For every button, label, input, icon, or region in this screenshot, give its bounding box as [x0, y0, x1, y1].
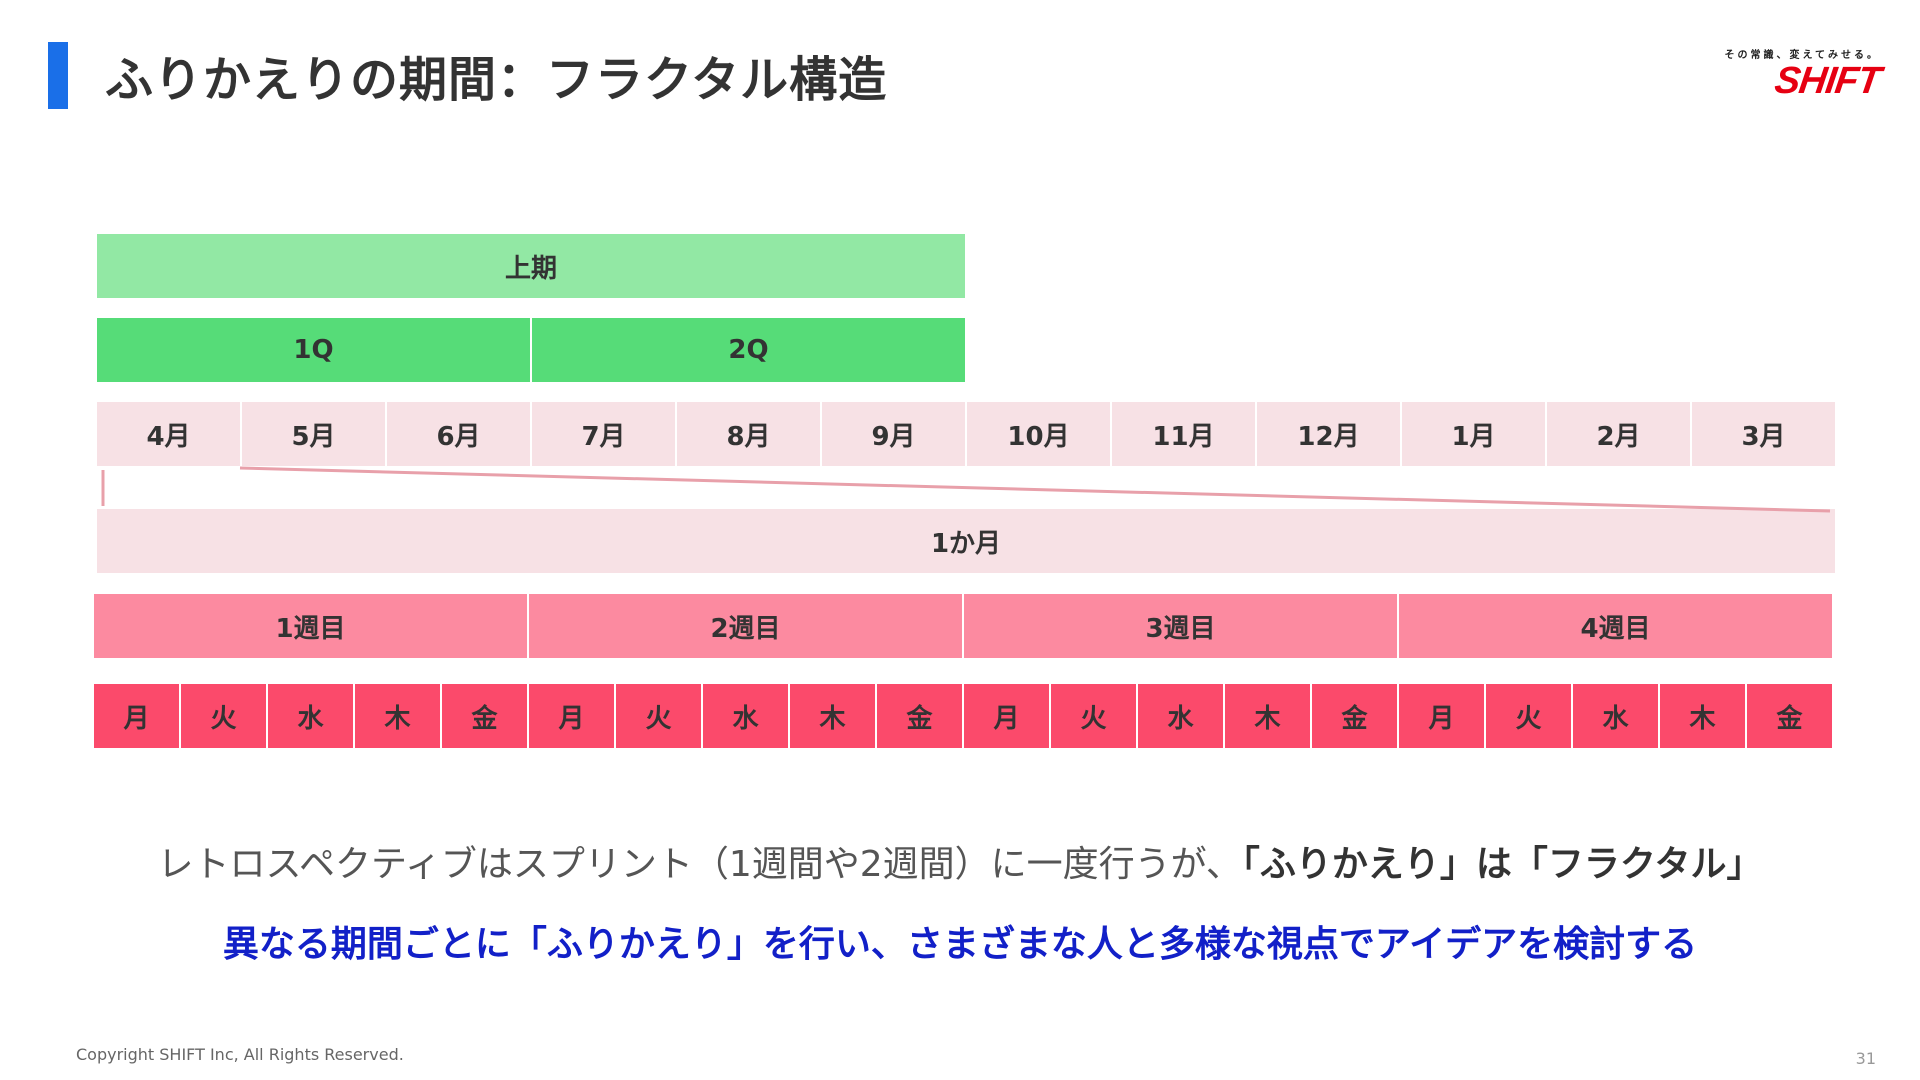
day-cell: 水 [268, 684, 353, 748]
zoom-line-right [239, 466, 1831, 513]
month-cell: 11月 [1112, 402, 1255, 466]
logo-wordmark: SHIFT [1772, 60, 1883, 102]
month-cell: 5月 [242, 402, 385, 466]
day-cell: 木 [1660, 684, 1745, 748]
quarter-bar: 2Q [532, 318, 965, 382]
month-cell: 7月 [532, 402, 675, 466]
day-cell: 木 [1225, 684, 1310, 748]
day-cell: 水 [703, 684, 788, 748]
month-cell: 4月 [97, 402, 240, 466]
day-cell: 木 [790, 684, 875, 748]
week-bar: 1週目 [94, 594, 527, 658]
half-year-bar: 上期 [97, 234, 965, 298]
day-cell: 金 [877, 684, 962, 748]
month-cell: 6月 [387, 402, 530, 466]
day-cell: 火 [181, 684, 266, 748]
quarter-bar: 1Q [97, 318, 530, 382]
one-month-bar: 1か月 [97, 509, 1835, 573]
day-cell: 火 [616, 684, 701, 748]
day-cell: 火 [1486, 684, 1571, 748]
day-cell: 水 [1138, 684, 1223, 748]
day-cell: 木 [355, 684, 440, 748]
day-cell: 火 [1051, 684, 1136, 748]
day-cell: 月 [1399, 684, 1484, 748]
month-cell: 1月 [1402, 402, 1545, 466]
day-cell: 金 [1312, 684, 1397, 748]
logo-tagline: その常識、変えてみせる。 [1724, 50, 1880, 61]
day-cell: 月 [964, 684, 1049, 748]
week-bar: 2週目 [529, 594, 962, 658]
month-cell: 10月 [967, 402, 1110, 466]
day-cell: 金 [1747, 684, 1832, 748]
caption-retrospective: レトロスペクティブはスプリント（1週間や2週間）に一度行うが、「ふりかえり」は「… [0, 835, 1920, 887]
month-cell: 2月 [1547, 402, 1690, 466]
month-cell: 3月 [1692, 402, 1835, 466]
week-bar: 3週目 [964, 594, 1397, 658]
month-cell: 12月 [1257, 402, 1400, 466]
caption-1-bold: 「ふりかえり」は「フラクタル」 [1241, 844, 1763, 885]
day-cell: 月 [94, 684, 179, 748]
page-title: ふりかえりの期間：フラクタル構造 [105, 52, 888, 108]
shift-logo: その常識、変えてみせる。 SHIFT [1700, 46, 1883, 106]
day-cell: 金 [442, 684, 527, 748]
day-cell: 月 [529, 684, 614, 748]
title-accent-bar [48, 42, 68, 109]
caption-key-message: 異なる期間ごとに「ふりかえり」を行い、さまざまな人と多様な視点でアイデアを検討す… [222, 924, 1698, 965]
week-bar: 4週目 [1399, 594, 1832, 658]
day-cell: 水 [1573, 684, 1658, 748]
copyright: Copyright SHIFT Inc, All Rights Reserved… [76, 1045, 404, 1064]
month-cell: 9月 [822, 402, 965, 466]
caption-1-plain: レトロスペクティブはスプリント（1週間や2週間）に一度行うが、 [157, 844, 1242, 885]
page-number: 31 [1855, 1049, 1876, 1068]
month-cell: 8月 [677, 402, 820, 466]
